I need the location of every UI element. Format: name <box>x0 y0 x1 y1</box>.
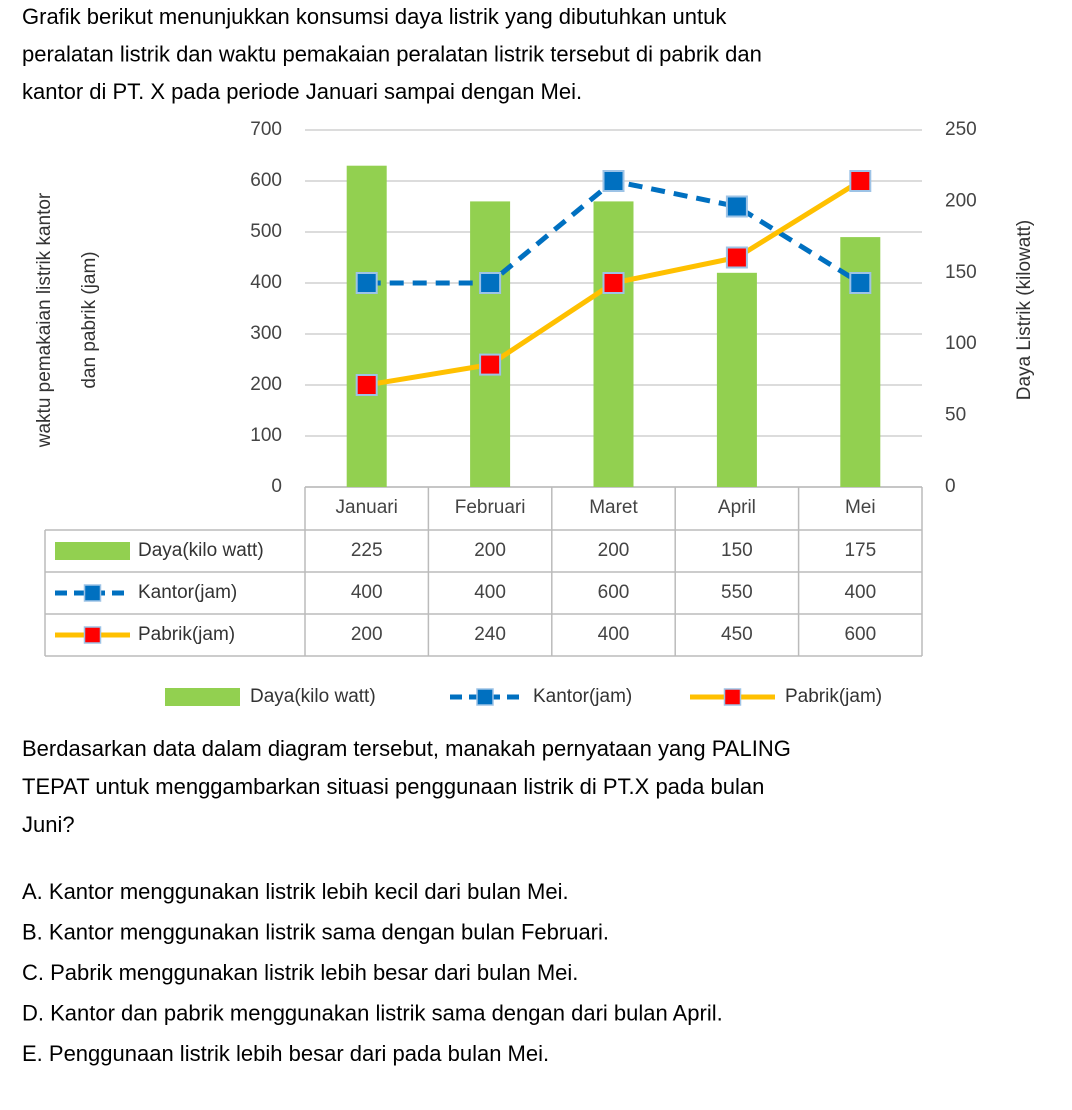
table-value: 240 <box>474 624 506 645</box>
options-line: B. Kantor menggunakan listrik sama denga… <box>22 919 609 944</box>
y-axis-label: waktu pemakaian listrik kantor <box>34 192 55 448</box>
marker <box>479 272 502 294</box>
x-tick-label: Maret <box>589 497 638 518</box>
legend-marker <box>83 584 102 602</box>
y-tick-label: 200 <box>250 374 282 395</box>
options-line: A. Kantor menggunakan listrik lebih keci… <box>22 879 569 904</box>
table-value: 150 <box>721 540 753 561</box>
marker <box>849 170 872 192</box>
marker <box>355 374 378 396</box>
legend-label: Kantor(jam) <box>533 686 632 707</box>
options-line: D. Kantor dan pabrik menggunakan listrik… <box>22 1000 723 1025</box>
intro-line: peralatan listrik dan waktu pemakaian pe… <box>22 41 762 66</box>
bar <box>470 201 511 487</box>
y-tick-label: 400 <box>250 272 282 293</box>
question-line: Juni? <box>22 812 75 837</box>
table-value: 200 <box>474 540 506 561</box>
bar <box>716 272 757 487</box>
table-value: 400 <box>474 582 506 603</box>
legend-marker <box>83 626 102 644</box>
legend-swatch <box>55 542 130 560</box>
y-tick-label: 100 <box>250 425 282 446</box>
question-line: TEPAT untuk menggambarkan situasi penggu… <box>22 774 764 799</box>
table-value: 450 <box>721 624 753 645</box>
table-value: 225 <box>351 540 383 561</box>
x-tick-label: Februari <box>455 497 526 518</box>
y-tick-label: 300 <box>250 323 282 344</box>
marker <box>355 272 378 294</box>
table-value: 200 <box>598 540 630 561</box>
y-tick-label: 500 <box>250 221 282 242</box>
y-axis-label: dan pabrik (jam) <box>79 251 100 388</box>
y2-axis-label: Daya Listrik (kilowatt) <box>1014 220 1035 401</box>
bar <box>593 201 634 487</box>
intro-line: Grafik berikut menunjukkan konsumsi daya… <box>22 4 727 29</box>
marker <box>479 353 502 376</box>
table-value: 600 <box>598 582 630 603</box>
y2-tick-label: 50 <box>945 405 966 426</box>
marker <box>849 272 872 294</box>
x-tick-label: Mei <box>845 497 876 518</box>
table-value: 600 <box>844 624 876 645</box>
question-line: Berdasarkan data dalam diagram tersebut,… <box>22 736 791 761</box>
table-value: 400 <box>844 582 876 603</box>
y-tick-label: 600 <box>250 170 282 191</box>
y2-tick-label: 200 <box>945 190 977 211</box>
legend-label: Daya(kilo watt) <box>250 686 376 707</box>
x-tick-label: April <box>718 497 756 518</box>
y-tick-label: 0 <box>271 476 282 497</box>
table-value: 400 <box>351 582 383 603</box>
marker <box>602 272 625 294</box>
table-value: 200 <box>351 624 383 645</box>
table-value: 550 <box>721 582 753 603</box>
legend-label: Pabrik(jam) <box>785 686 882 707</box>
y-tick-label: 700 <box>250 119 282 140</box>
y2-tick-label: 100 <box>945 333 977 354</box>
table-row-label: Pabrik(jam) <box>138 624 235 645</box>
intro-line: kantor di PT. X pada periode Januari sam… <box>22 79 582 104</box>
options-line: C. Pabrik menggunakan listrik lebih besa… <box>22 960 578 985</box>
legend-marker <box>476 688 494 706</box>
x-tick-label: Januari <box>336 497 398 518</box>
marker <box>602 170 625 192</box>
legend-marker <box>723 688 742 706</box>
y2-tick-label: 150 <box>945 262 977 283</box>
options-line: E. Penggunaan listrik lebih besar dari p… <box>22 1041 549 1066</box>
y2-tick-label: 0 <box>945 476 956 497</box>
table-row-label: Daya(kilo watt) <box>138 540 264 561</box>
marker <box>725 246 748 269</box>
table-value: 400 <box>598 624 630 645</box>
bar <box>346 165 387 487</box>
y2-tick-label: 250 <box>945 119 977 140</box>
table-row-label: Kantor(jam) <box>138 582 237 603</box>
marker <box>725 195 748 218</box>
legend-swatch <box>165 688 240 706</box>
table-value: 175 <box>844 540 876 561</box>
